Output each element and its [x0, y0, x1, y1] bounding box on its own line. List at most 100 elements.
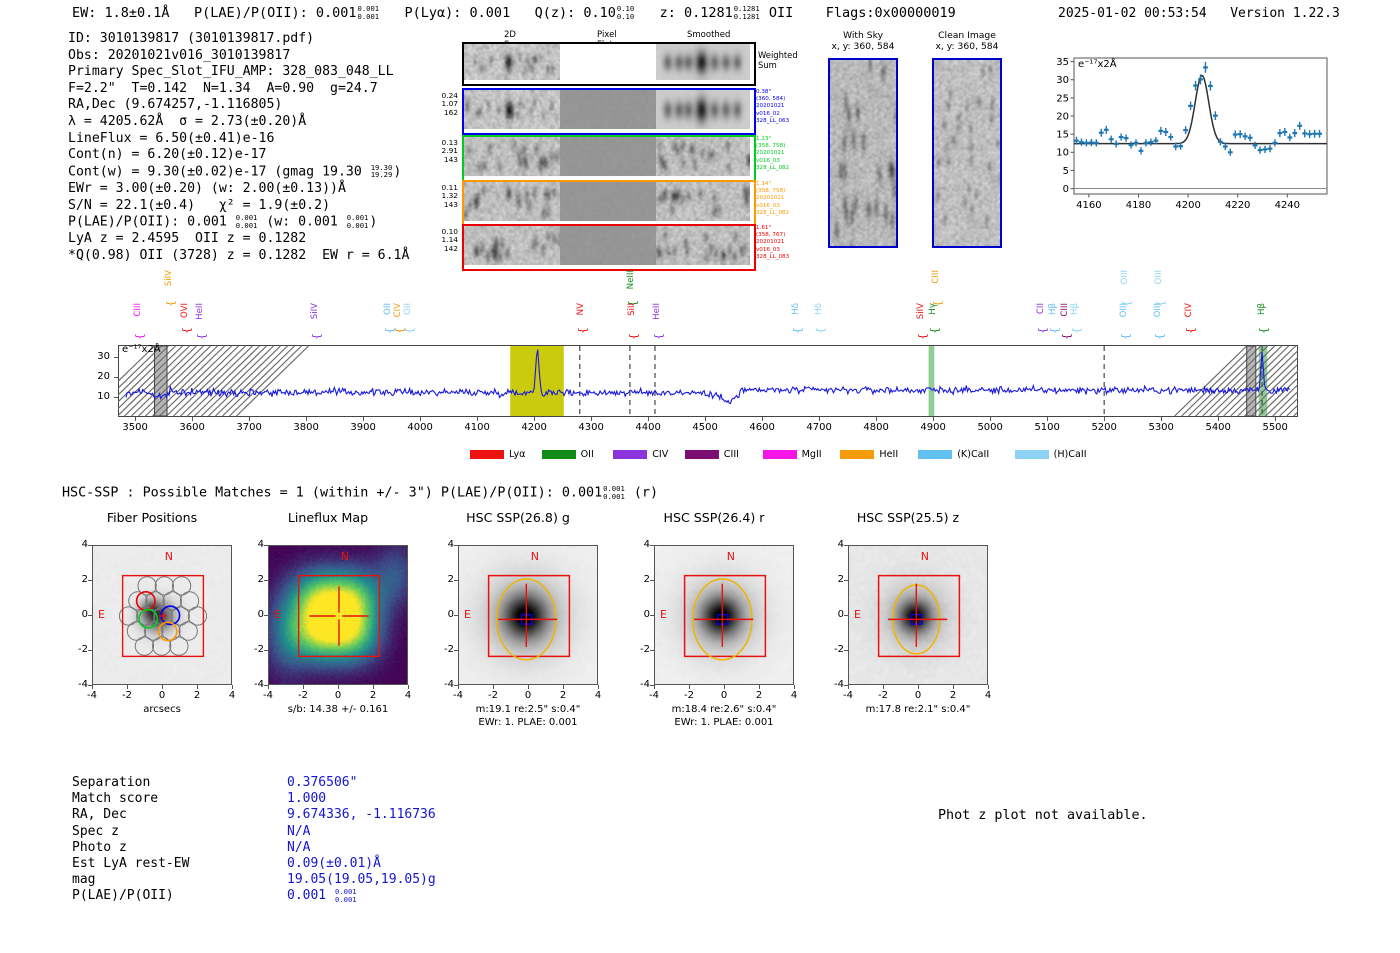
hsc-headline-range: 0.001 0.001 [603, 484, 625, 501]
header-z-range: 0.1281 0.1281 [733, 4, 760, 21]
compass-east: E [854, 608, 861, 621]
spec2d-pixelflat-image [560, 90, 656, 129]
spectrum-line-brace: { [1153, 300, 1167, 307]
header-qz: Q(z): 0.10 [534, 5, 616, 21]
legend-label: CIII [723, 449, 739, 460]
spec2d-2dspec-image [464, 44, 560, 80]
compass-north: N [340, 550, 350, 563]
spec2d-fiber-id: 1.61" (358, 767) 20201021 v016_03 328_LL… [756, 225, 790, 260]
panel-y-tickmark [454, 615, 458, 616]
panel-x-tick: 2 [559, 690, 567, 701]
panel-y-tickmark [650, 685, 654, 686]
header-flags: Flags:0x00000019 [825, 5, 956, 21]
panel-caption-secondary: EWr: 1. PLAE: 0.001 [478, 717, 578, 728]
header-plae-poii: P(LAE)/P(OII): 0.001 [193, 5, 357, 21]
panel-x-tickmark [92, 685, 93, 689]
spectrum-x-tickmark [933, 417, 935, 421]
panel-y-tick: 4 [81, 539, 88, 550]
spec2d-fiber-id: 1.23" (358, 758) 20201021 v016_03 328_LL… [756, 136, 790, 171]
spectrum-x-tickmark [363, 417, 365, 421]
spectrum-x-tick: 4700 [806, 422, 832, 433]
panel-x-tick: -2 [488, 690, 498, 701]
panel-y-tick: -2 [834, 644, 844, 655]
spectrum-line-brace: { [132, 333, 146, 340]
svg-text:5: 5 [1063, 166, 1069, 177]
panel-y-tick: -4 [834, 679, 844, 690]
panel-y-tickmark [454, 545, 458, 546]
spec2d-2dspec-image [464, 137, 560, 176]
property-value: 19.05(19.05,19.05)g [287, 872, 436, 888]
hsc-headline: HSC-SSP : Possible Matches = 1 (within +… [62, 485, 658, 501]
panel-y-tick: 2 [643, 574, 650, 585]
line-fit-units-annotation: e⁻¹⁷x2Å [1078, 59, 1117, 70]
spectrum-line-brace: { [195, 333, 209, 340]
property-label: mag [72, 872, 96, 888]
spec2d-smoothed-image [656, 44, 750, 80]
spectrum-line-label: SiIV [309, 303, 320, 320]
spectrum-line-label: Hδ [791, 303, 802, 315]
spectrum-x-tickmark [135, 417, 137, 421]
panel-y-tick: -4 [254, 679, 264, 690]
info-line: Cont(n) = 6.20(±0.12)e-17 [68, 147, 267, 163]
panel-y-tickmark [844, 580, 848, 581]
spectrum-x-tickmark [591, 417, 593, 421]
property-label: RA, Dec [72, 807, 127, 823]
panel-axes [848, 545, 988, 685]
spectrum-x-axis: 3500 3600 3700 3800 3900 4000 4100 4200 4300 4400… [118, 417, 1298, 439]
spectrum-y-tick: 20 [97, 371, 110, 382]
panel-caption: m:19.1 re:2.5" s:0.4" [475, 704, 581, 715]
full-spectrum-plot: 10 20 30 e⁻¹⁷x2Å [97, 344, 1298, 417]
property-label: Est LyA rest-EW [72, 856, 190, 871]
spectrum-line-brace: { [651, 333, 665, 340]
svg-text:4220: 4220 [1225, 200, 1250, 211]
spectrum-x-tick: 4800 [863, 422, 889, 433]
svg-text:10: 10 [1056, 148, 1069, 159]
spec2d-2dspec-image [464, 182, 560, 221]
panel-y-tick: 2 [257, 574, 264, 585]
spec2d-fiber-panel [462, 135, 756, 182]
spectrum-x-tickmark [705, 417, 707, 421]
hsc-overlay [683, 574, 767, 661]
spectrum-line-label: NV [575, 303, 586, 316]
info-line: LineFlux = 6.50(±0.41)e-16 [68, 130, 275, 146]
panel-axes [268, 545, 408, 685]
spectrum-line-brace: { [164, 300, 178, 307]
property-label: Separation [72, 775, 151, 790]
spectrum-line-brace: { [402, 327, 416, 334]
panel-x-tick: -4 [263, 690, 273, 701]
legend-label: CIV [652, 449, 669, 460]
spectrum-x-tickmark [990, 417, 992, 421]
panel-y-tickmark [650, 650, 654, 651]
panel-y-tick: 0 [81, 609, 88, 620]
compass-north: N [164, 550, 174, 563]
spectrum-y-tickmark [114, 377, 118, 378]
panel-x-tick: -2 [878, 690, 888, 701]
panel-x-tickmark [197, 685, 198, 689]
svg-text:4180: 4180 [1126, 200, 1151, 211]
spectrum-x-tickmark [420, 417, 422, 421]
panel-y-tickmark [844, 685, 848, 686]
cutout-image [830, 60, 896, 246]
panel-x-tickmark [232, 685, 233, 689]
header-qz-range: 0.10 0.10 [616, 4, 635, 21]
spec2d-pixelflat-image [560, 226, 656, 265]
plae-w-range: 0.001 0.001 [347, 214, 369, 229]
panel-x-tickmark [458, 685, 459, 689]
panel-x-tickmark [268, 685, 269, 689]
panel-y-tick: 2 [837, 574, 844, 585]
panel-axes [458, 545, 598, 685]
svg-text:25: 25 [1056, 93, 1069, 104]
panel-axes [92, 545, 232, 685]
header-ew: EW: 1.8±0.1Å [72, 5, 170, 21]
header-plya: P(Lyα): 0.001 [404, 5, 511, 21]
svg-text:0: 0 [1063, 184, 1069, 195]
spectrum-x-tick: 3900 [350, 422, 376, 433]
legend-swatch [613, 450, 648, 459]
cutout-image [934, 60, 1000, 246]
panel-y-tick: 4 [643, 539, 650, 550]
spectrum-line-label: SiII [627, 303, 638, 316]
spectrum-x-tick: 5000 [977, 422, 1003, 433]
panel-x-tickmark [303, 685, 304, 689]
spectrum-x-tickmark [306, 417, 308, 421]
spec2d-fiber-stats: 0.24 1.07 162 [441, 91, 458, 117]
